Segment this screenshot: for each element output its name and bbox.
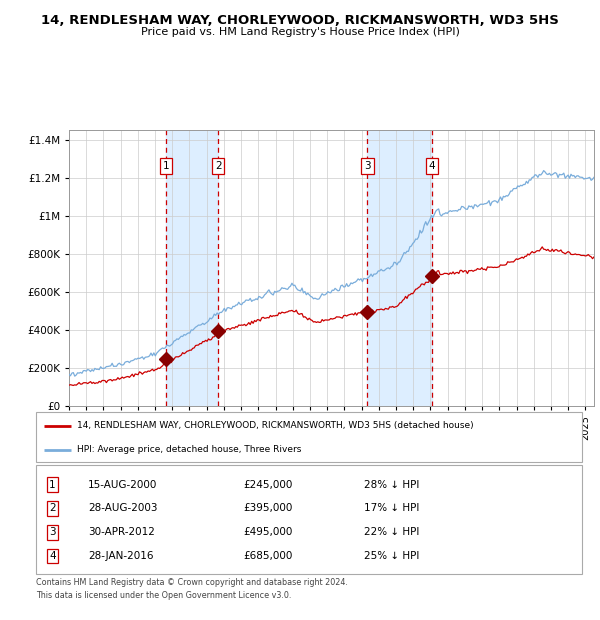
Text: 1: 1 (49, 479, 56, 490)
Text: £245,000: £245,000 (244, 479, 293, 490)
Text: 3: 3 (49, 527, 56, 538)
Text: 28-AUG-2003: 28-AUG-2003 (88, 503, 157, 513)
Text: 14, RENDLESHAM WAY, CHORLEYWOOD, RICKMANSWORTH, WD3 5HS (detached house): 14, RENDLESHAM WAY, CHORLEYWOOD, RICKMAN… (77, 421, 473, 430)
Text: 4: 4 (49, 551, 56, 561)
Text: 22% ↓ HPI: 22% ↓ HPI (364, 527, 419, 538)
Text: This data is licensed under the Open Government Licence v3.0.: This data is licensed under the Open Gov… (36, 591, 292, 601)
Text: HPI: Average price, detached house, Three Rivers: HPI: Average price, detached house, Thre… (77, 445, 301, 454)
Bar (166, 130, 218, 406)
Text: £495,000: £495,000 (244, 527, 293, 538)
Text: 1: 1 (163, 161, 169, 171)
Text: 4: 4 (428, 161, 435, 171)
Text: 15-AUG-2000: 15-AUG-2000 (88, 479, 157, 490)
Text: 25% ↓ HPI: 25% ↓ HPI (364, 551, 419, 561)
Text: £395,000: £395,000 (244, 503, 293, 513)
FancyBboxPatch shape (36, 412, 582, 462)
Text: 17% ↓ HPI: 17% ↓ HPI (364, 503, 419, 513)
Text: 28% ↓ HPI: 28% ↓ HPI (364, 479, 419, 490)
Text: 3: 3 (364, 161, 371, 171)
Text: 30-APR-2012: 30-APR-2012 (88, 527, 155, 538)
Text: Contains HM Land Registry data © Crown copyright and database right 2024.: Contains HM Land Registry data © Crown c… (36, 578, 348, 587)
Text: Price paid vs. HM Land Registry's House Price Index (HPI): Price paid vs. HM Land Registry's House … (140, 27, 460, 37)
Text: 14, RENDLESHAM WAY, CHORLEYWOOD, RICKMANSWORTH, WD3 5HS: 14, RENDLESHAM WAY, CHORLEYWOOD, RICKMAN… (41, 14, 559, 27)
Text: £685,000: £685,000 (244, 551, 293, 561)
Bar (367, 130, 432, 406)
Text: 2: 2 (49, 503, 56, 513)
Text: 2: 2 (215, 161, 221, 171)
FancyBboxPatch shape (36, 465, 582, 574)
Text: 28-JAN-2016: 28-JAN-2016 (88, 551, 154, 561)
